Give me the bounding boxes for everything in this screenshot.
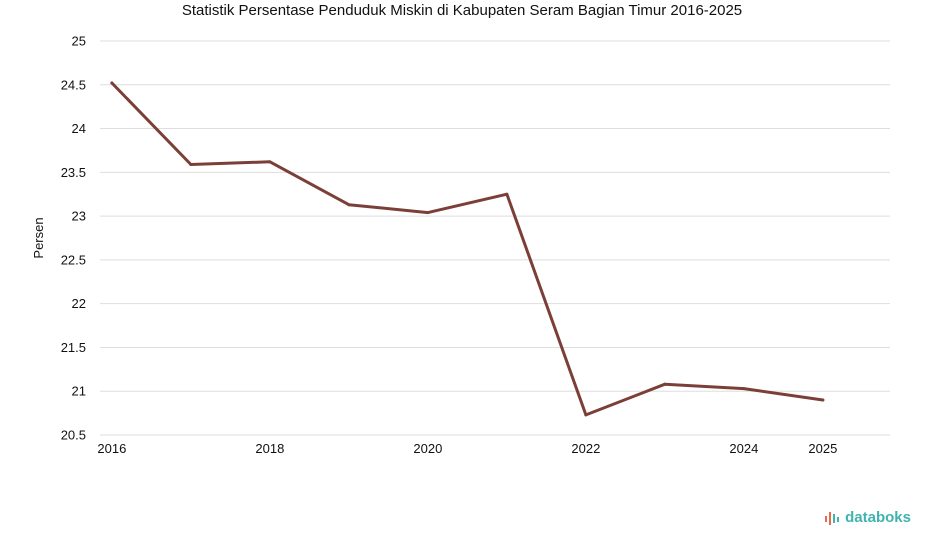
data-point[interactable] (426, 211, 430, 215)
y-tick-label: 23.5 (61, 165, 86, 180)
x-tick-label: 2016 (97, 441, 126, 456)
x-tick-label: 2020 (413, 441, 442, 456)
y-tick-label: 22.5 (61, 252, 86, 267)
data-point[interactable] (505, 192, 509, 196)
data-point[interactable] (584, 413, 588, 417)
x-tick-label: 2022 (571, 441, 600, 456)
data-point[interactable] (821, 398, 825, 402)
data-point[interactable] (742, 387, 746, 391)
y-tick-label: 21 (72, 384, 86, 399)
series-layer (110, 81, 825, 417)
databoks-brand[interactable]: databoks (824, 509, 911, 526)
y-tick-label: 24.5 (61, 77, 86, 92)
gridlines (100, 40, 890, 436)
y-tick-label: 21.5 (61, 340, 86, 355)
y-axis-label: Persen (31, 217, 46, 258)
y-tick-label: 22 (72, 296, 86, 311)
data-point[interactable] (347, 203, 351, 207)
databoks-logo-icon (825, 511, 840, 525)
x-axis-ticks: 2016 2018 2020 2022 2024 2025 (97, 441, 837, 456)
y-tick-label: 20.5 (61, 428, 86, 443)
series-line (110, 81, 825, 417)
y-tick-label: 24 (72, 121, 86, 136)
x-tick-label: 2025 (808, 441, 837, 456)
data-point[interactable] (110, 81, 114, 85)
data-point[interactable] (663, 382, 667, 386)
brand-name: databoks (845, 509, 911, 526)
data-point[interactable] (189, 162, 193, 166)
x-tick-label: 2018 (255, 441, 284, 456)
y-tick-label: 25 (72, 34, 86, 49)
y-tick-label: 23 (72, 209, 86, 224)
y-axis-ticks: 25 24.5 24 23.5 23 22.5 22 21.5 21 20.5 (61, 34, 86, 443)
chart-title: Statistik Persentase Penduduk Miskin di … (182, 2, 742, 19)
x-tick-label: 2024 (729, 441, 758, 456)
data-point[interactable] (268, 160, 272, 164)
